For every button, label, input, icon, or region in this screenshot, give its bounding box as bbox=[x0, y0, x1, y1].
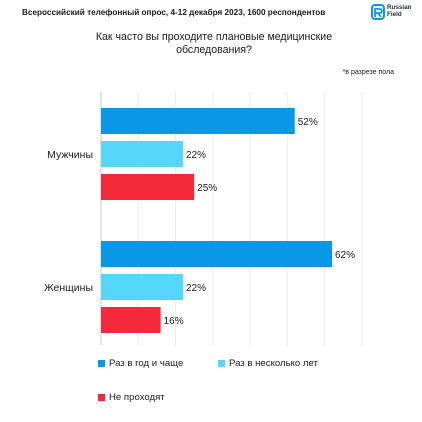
russian-field-logo-icon bbox=[371, 4, 385, 20]
data-label: 16% bbox=[164, 316, 184, 327]
russian-field-logo: Russian Field bbox=[371, 4, 412, 20]
logo-line-1: Russian bbox=[387, 4, 412, 12]
legend-swatch-yearly bbox=[98, 360, 105, 367]
category-label: Мужчины bbox=[47, 149, 93, 161]
data-label: 62% bbox=[335, 250, 355, 261]
logo-line-2: Field bbox=[387, 11, 402, 18]
bar-several-years bbox=[101, 141, 183, 167]
legend-label-yearly: Раз в год и чаще bbox=[109, 358, 184, 369]
legend-item-several-years: Раз в несколько лет bbox=[218, 358, 318, 369]
bar-several-years bbox=[101, 274, 183, 300]
bar-yearly bbox=[101, 241, 332, 267]
legend-swatch-several-years bbox=[218, 360, 225, 367]
legend-item-never: Не проходят bbox=[98, 392, 165, 403]
legend-label-never: Не проходят bbox=[109, 392, 165, 403]
survey-subtitle: Всероссийский телефонный опрос, 4-12 дек… bbox=[22, 8, 326, 17]
chart-note: *в разрезе пола bbox=[342, 69, 394, 76]
category-label: Женщины bbox=[44, 282, 93, 294]
chart-question: Как часто вы проходите плановые медицинс… bbox=[95, 31, 333, 56]
data-label: 52% bbox=[298, 117, 318, 128]
bar-never bbox=[101, 174, 195, 200]
data-label: 22% bbox=[186, 150, 206, 161]
legend-item-yearly: Раз в год и чаще bbox=[98, 358, 183, 369]
data-label: 25% bbox=[197, 183, 217, 194]
bar-never bbox=[101, 307, 161, 333]
legend-label-several-years: Раз в несколько лет bbox=[229, 358, 318, 369]
bar-yearly bbox=[101, 108, 295, 134]
legend-swatch-never bbox=[98, 394, 105, 401]
data-label: 22% bbox=[186, 283, 206, 294]
